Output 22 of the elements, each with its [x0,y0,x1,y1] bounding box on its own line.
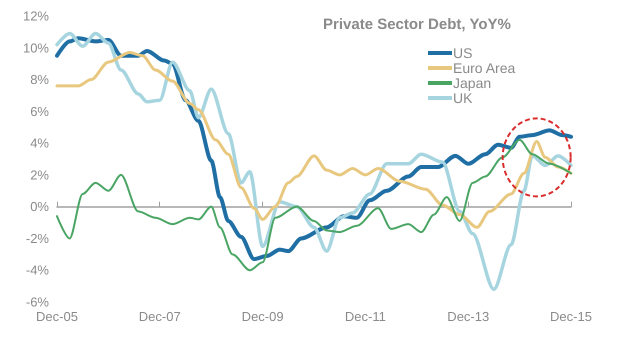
legend-label: Euro Area [453,60,516,76]
y-tick-label: 2% [30,167,50,182]
y-tick-label: -4% [26,262,50,278]
y-tick-label: 6% [30,104,50,119]
y-tick-label: 0% [30,199,50,214]
x-tick-label: Dec-05 [36,309,78,324]
x-tick-label: Dec-11 [344,309,386,324]
y-tick-label: 12% [22,8,50,24]
chart-title: Private Sector Debt, YoY% [323,16,511,33]
x-tick-label: Dec-09 [242,309,284,324]
y-tick-label: 8% [30,72,50,88]
legend-label: US [453,45,472,61]
x-tick-label: Dec-13 [447,309,490,324]
y-tick-label: 4% [30,136,50,151]
y-tick-label: -2% [26,230,50,246]
line-series [56,138,572,272]
y-tick-label: -6% [26,294,50,310]
x-tick-label: Dec-07 [138,309,181,324]
legend-label: Japan [453,75,492,91]
x-tick-label: Dec-15 [550,309,592,324]
legend-label: UK [453,90,474,106]
y-tick-label: 10% [22,40,50,56]
